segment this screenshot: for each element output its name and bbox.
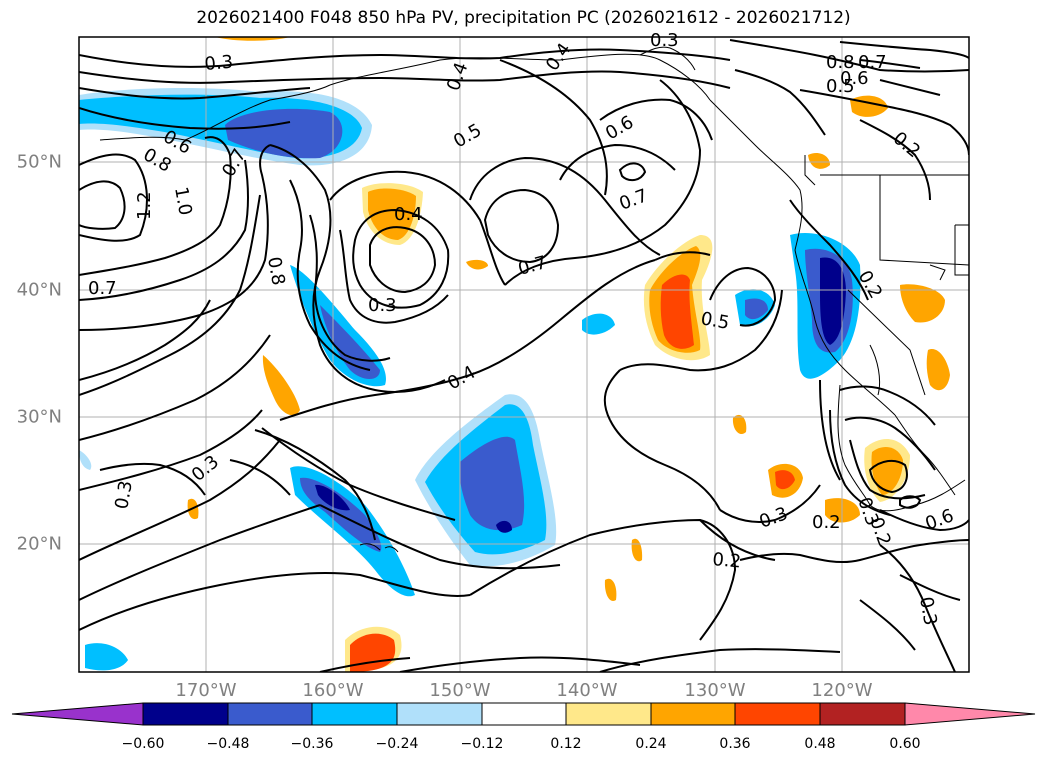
neg-precip-core-offshore bbox=[745, 298, 768, 320]
contour-label: 1.0 bbox=[170, 185, 196, 217]
map-title: 2026021400 F048 850 hPa PV, precipitatio… bbox=[196, 8, 851, 28]
colorbar-tick-label: 0.60 bbox=[889, 736, 921, 752]
lat-label: 20°N bbox=[16, 533, 62, 555]
contour-label: 0.6 bbox=[840, 68, 869, 89]
colorbar-segment-3 bbox=[311, 702, 398, 726]
colorbar-tick-label: 0.12 bbox=[550, 736, 582, 752]
neg-precip-core-north bbox=[225, 108, 343, 159]
colorbar-segment-4 bbox=[396, 702, 483, 726]
neg-precip-dark-coast bbox=[820, 257, 846, 345]
colorbar-tick-label: −0.24 bbox=[375, 736, 419, 752]
contour-label: 0.3 bbox=[111, 479, 137, 511]
contour-label: 0.8 bbox=[826, 52, 855, 73]
lon-label: 160°W bbox=[302, 680, 364, 701]
pos-precip-spot-6 bbox=[808, 153, 830, 169]
pos-precip-region-westcoast bbox=[262, 355, 300, 416]
colorbar-segment-1 bbox=[142, 702, 229, 726]
pv-contour-layer bbox=[79, 39, 969, 672]
contour-labels: 0.3 0.4 0.4 0.3 0.8 0.7 0.6 0.5 0.5 0.6 … bbox=[88, 30, 957, 627]
pos-precip-core-mexico bbox=[775, 470, 795, 490]
contour-label: 0.2 bbox=[812, 512, 841, 533]
pos-precip-spot-7 bbox=[215, 37, 290, 41]
colorbar-segment-6 bbox=[565, 702, 652, 726]
pos-precip-core-south bbox=[350, 633, 396, 672]
lon-label: 170°W bbox=[175, 680, 237, 701]
colorbar-tick-label: −0.48 bbox=[206, 736, 250, 752]
pos-precip-core-southeast bbox=[871, 447, 903, 495]
neg-precip-spot-3 bbox=[79, 450, 92, 470]
colorbar-segment-9 bbox=[819, 702, 906, 726]
colorbar-segment-7 bbox=[650, 702, 736, 726]
lat-label: 50°N bbox=[16, 151, 62, 173]
lon-label: 120°W bbox=[811, 680, 873, 701]
colorbar-tick-label: −0.36 bbox=[290, 736, 334, 752]
coastline-layer bbox=[99, 46, 969, 553]
contour-label: 0.5 bbox=[699, 308, 731, 334]
neg-precip-spot-1 bbox=[582, 313, 615, 335]
colorbar-tick-label: −0.60 bbox=[121, 736, 165, 752]
contour-label: 0.5 bbox=[826, 76, 855, 97]
contour-label: 0.2 bbox=[712, 549, 742, 572]
lon-label: 150°W bbox=[429, 680, 491, 701]
contour-label: 0.8 bbox=[263, 255, 289, 287]
neg-precip-dark-south bbox=[496, 520, 512, 533]
pos-precip-region-desert bbox=[926, 349, 950, 391]
pos-precip-spot-4 bbox=[732, 414, 747, 435]
colorbar-segment-2 bbox=[227, 702, 313, 726]
contour-label: 1.2 bbox=[134, 191, 155, 220]
colorbar-tick-label: 0.36 bbox=[719, 736, 751, 752]
colorbar-segment-8 bbox=[734, 702, 821, 726]
colorbar-tick-label: −0.12 bbox=[460, 736, 504, 752]
contour-label: 0.7 bbox=[88, 278, 117, 299]
colorbar bbox=[11, 702, 1036, 726]
colorbar-segment-5 bbox=[481, 702, 567, 726]
colorbar-tick-label: 0.48 bbox=[804, 736, 836, 752]
colorbar-segment-10 bbox=[904, 702, 1036, 726]
contour-label: 0.3 bbox=[204, 52, 234, 75]
contour-label: 0.3 bbox=[368, 295, 397, 316]
lat-label: 30°N bbox=[16, 406, 62, 428]
neg-precip-spot-2 bbox=[85, 643, 128, 671]
contour-label: 0.4 bbox=[394, 204, 423, 225]
pos-precip-core-east bbox=[660, 274, 694, 349]
lon-label: 140°W bbox=[556, 680, 618, 701]
colorbar-segment-0 bbox=[11, 702, 144, 726]
colorbar-tick-label: 0.24 bbox=[635, 736, 667, 752]
pos-precip-spot-2 bbox=[604, 578, 617, 601]
neg-precip-core-south bbox=[459, 436, 525, 531]
pos-precip-region-rockies bbox=[900, 284, 945, 323]
contour-label: 0.3 bbox=[650, 30, 679, 51]
contour-label: 0.3 bbox=[915, 595, 941, 627]
lat-label: 40°N bbox=[16, 279, 62, 301]
pos-precip-spot-5 bbox=[466, 259, 488, 270]
lon-label: 130°W bbox=[684, 680, 746, 701]
graticule bbox=[79, 37, 969, 672]
map-frame bbox=[78, 36, 970, 673]
contour-label: 0.7 bbox=[858, 52, 887, 73]
